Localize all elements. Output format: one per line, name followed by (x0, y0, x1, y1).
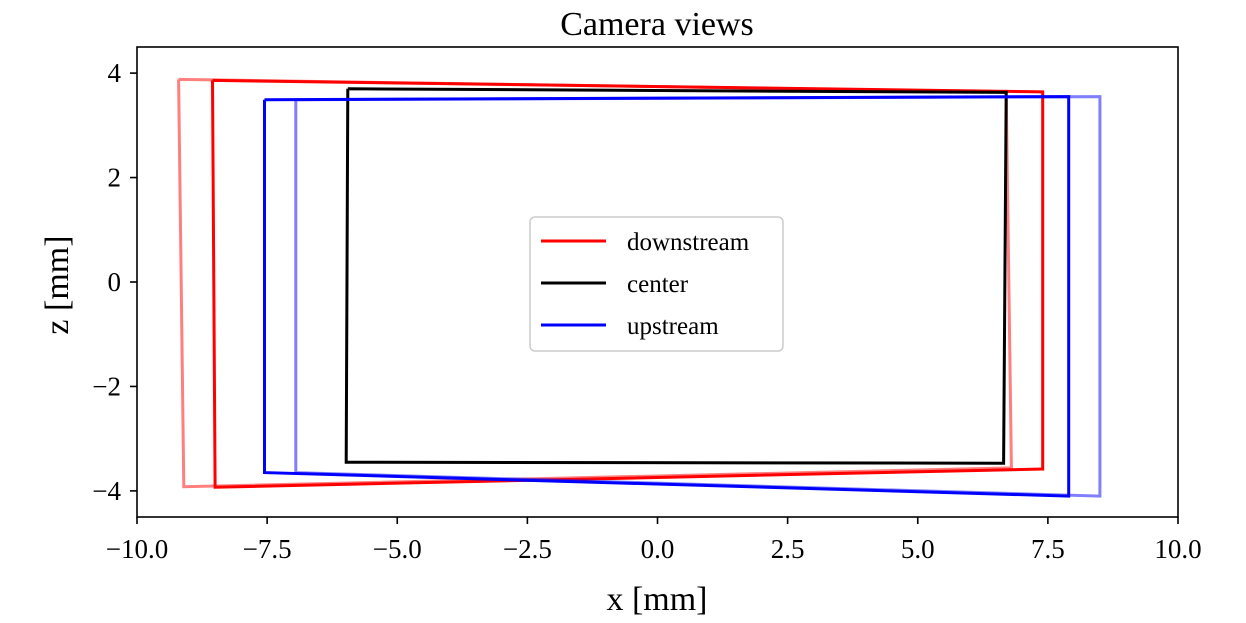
y-tick-label: −4 (92, 476, 121, 506)
y-axis-label: z [mm] (39, 235, 76, 334)
y-tick-label: −2 (92, 371, 121, 401)
legend: downstream center upstream (529, 216, 784, 352)
legend-label-downstream: downstream (627, 229, 750, 256)
x-tick-label: 10.0 (1154, 534, 1201, 564)
x-tick-label: −7.5 (243, 534, 292, 564)
y-tick-label: 2 (108, 163, 122, 193)
series-line-downstream-1 (211, 78, 1045, 489)
chart-title: Camera views (560, 6, 754, 43)
x-tick-label: −5.0 (373, 534, 422, 564)
x-tick-label: 0.0 (641, 534, 675, 564)
x-tick-label: 5.0 (901, 534, 935, 564)
x-axis-label: x [mm] (606, 581, 707, 618)
y-tick-label: 0 (108, 267, 122, 297)
x-axis: −10.0 −7.5 −5.0 −2.5 0.0 2.5 5.0 7.5 10.0 (106, 517, 1202, 564)
series-line-upstream-4 (294, 95, 1102, 498)
y-axis: 4 2 0 −2 −4 (92, 58, 137, 506)
x-tick-label: −10.0 (106, 534, 168, 564)
y-tick-label: 4 (108, 58, 122, 88)
legend-label-center: center (627, 271, 689, 298)
legend-box (529, 216, 784, 352)
x-tick-label: 2.5 (771, 534, 805, 564)
x-tick-label: 7.5 (1031, 534, 1065, 564)
plot-area (177, 77, 1102, 498)
x-tick-label: −2.5 (503, 534, 552, 564)
legend-label-upstream: upstream (627, 313, 719, 340)
series-line-center-2 (344, 87, 1008, 465)
